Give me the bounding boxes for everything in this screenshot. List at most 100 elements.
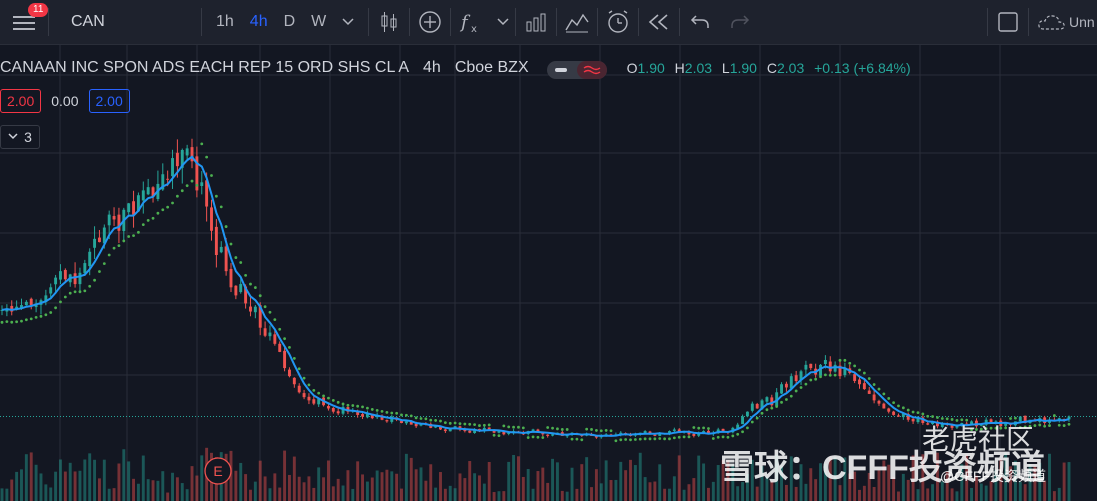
redo-button[interactable] <box>720 0 760 44</box>
indicator-value-1[interactable]: 2.00 <box>0 89 42 113</box>
candle-body <box>658 432 662 436</box>
sar-dot <box>765 408 769 412</box>
legend-toggle[interactable] <box>546 61 607 79</box>
volume-bar <box>1062 462 1066 501</box>
candle-body <box>843 368 847 376</box>
candle-body <box>443 429 447 432</box>
sar-dot <box>439 419 442 423</box>
svg-text:x: x <box>471 24 477 34</box>
sar-dot <box>317 391 321 395</box>
volume-bar <box>979 483 983 501</box>
volume-bar <box>823 463 827 501</box>
sar-dot <box>322 394 325 398</box>
indicators-dropdown-button[interactable] <box>491 0 515 44</box>
candle-body <box>171 158 174 177</box>
sar-dot <box>570 437 574 441</box>
candle-body <box>175 152 179 167</box>
chart-pane[interactable]: E <box>0 45 1097 501</box>
hamburger-icon <box>13 16 35 30</box>
timeframe-4h[interactable]: 4h <box>249 13 268 30</box>
toolbar-divider <box>638 8 640 36</box>
chart-type-button[interactable] <box>369 0 409 44</box>
sar-dot <box>711 437 715 440</box>
sar-dot <box>102 262 106 266</box>
chart-legend: CANAAN INC SPON ADS EACH REP 15 ORD SHS … <box>0 57 911 79</box>
timeframe-1h[interactable]: 1h <box>216 13 234 30</box>
candle-body <box>721 428 725 432</box>
sar-dot <box>1038 423 1042 427</box>
chart-template-icon <box>565 13 589 33</box>
volume-bar <box>263 476 267 501</box>
sar-dot <box>867 377 871 380</box>
volume-bar <box>663 488 667 501</box>
volume-bar <box>994 469 998 501</box>
sar-dot <box>672 436 676 440</box>
volume-bar <box>502 491 506 501</box>
sar-dot <box>663 437 667 441</box>
volume-bar <box>507 461 511 501</box>
candle-body <box>799 371 803 381</box>
volume-bar <box>132 478 136 501</box>
sar-dot <box>687 435 691 439</box>
layout-button[interactable] <box>988 0 1028 44</box>
sar-dot <box>453 421 457 425</box>
volume-bar <box>49 487 53 501</box>
financials-button[interactable] <box>516 0 556 44</box>
sar-dot <box>107 253 111 257</box>
sar-dot <box>127 235 131 238</box>
volume-bar <box>940 481 944 501</box>
sar-dot <box>585 427 589 431</box>
sar-dot <box>482 423 486 427</box>
candle-body <box>93 238 97 248</box>
volume-bar <box>770 481 774 501</box>
candle-body <box>955 426 959 428</box>
indicator-value-3[interactable]: 2.00 <box>88 89 130 113</box>
replay-button[interactable] <box>639 0 679 44</box>
sar-dot <box>609 429 613 433</box>
collapsed-count: 3 <box>24 129 32 145</box>
timeframe-d[interactable]: D <box>283 13 296 30</box>
candle-body <box>10 305 14 312</box>
toolbar-divider <box>556 8 558 36</box>
symbol-search-button[interactable]: CAN <box>71 13 105 30</box>
earnings-marker[interactable]: E <box>204 457 232 485</box>
sar-dot <box>677 435 681 439</box>
sar-dot <box>858 368 861 372</box>
save-layout-button[interactable]: Unn <box>1029 0 1097 44</box>
timeframe-dropdown-button[interactable] <box>334 0 362 44</box>
volume-bar <box>726 460 730 501</box>
volume-bar <box>629 459 632 501</box>
candle-body <box>390 416 394 422</box>
sar-dot <box>882 392 886 396</box>
volume-bar <box>526 469 530 501</box>
alert-button[interactable] <box>598 0 638 44</box>
sar-dot <box>327 396 330 400</box>
candle-body <box>200 182 204 187</box>
volume-bar <box>102 459 106 501</box>
volume-bar <box>112 488 116 501</box>
sar-dot <box>994 426 998 430</box>
toolbar-divider <box>409 8 411 36</box>
low-label: L <box>721 60 730 76</box>
sar-dot <box>137 230 140 234</box>
price-chart[interactable]: E <box>0 45 1097 501</box>
timeframe-w[interactable]: W <box>311 13 327 30</box>
volume-bar <box>887 464 891 501</box>
indicators-collapse-button[interactable]: 3 <box>0 125 40 149</box>
volume-bar <box>151 480 155 501</box>
undo-button[interactable] <box>680 0 720 44</box>
menu-button[interactable]: 11 <box>0 0 49 44</box>
sar-dot <box>1048 424 1051 427</box>
sar-dot <box>146 218 150 222</box>
sar-dot <box>15 320 19 324</box>
volume-bar <box>521 476 525 501</box>
candle-body <box>312 399 316 404</box>
candle-body <box>736 424 740 429</box>
sar-dot <box>921 412 925 416</box>
volume-bar <box>809 468 813 501</box>
sar-dot <box>34 315 38 319</box>
volume-bar <box>73 471 77 501</box>
templates-button[interactable] <box>557 0 597 44</box>
indicators-button[interactable]: f x <box>451 0 491 44</box>
compare-button[interactable] <box>410 0 450 44</box>
